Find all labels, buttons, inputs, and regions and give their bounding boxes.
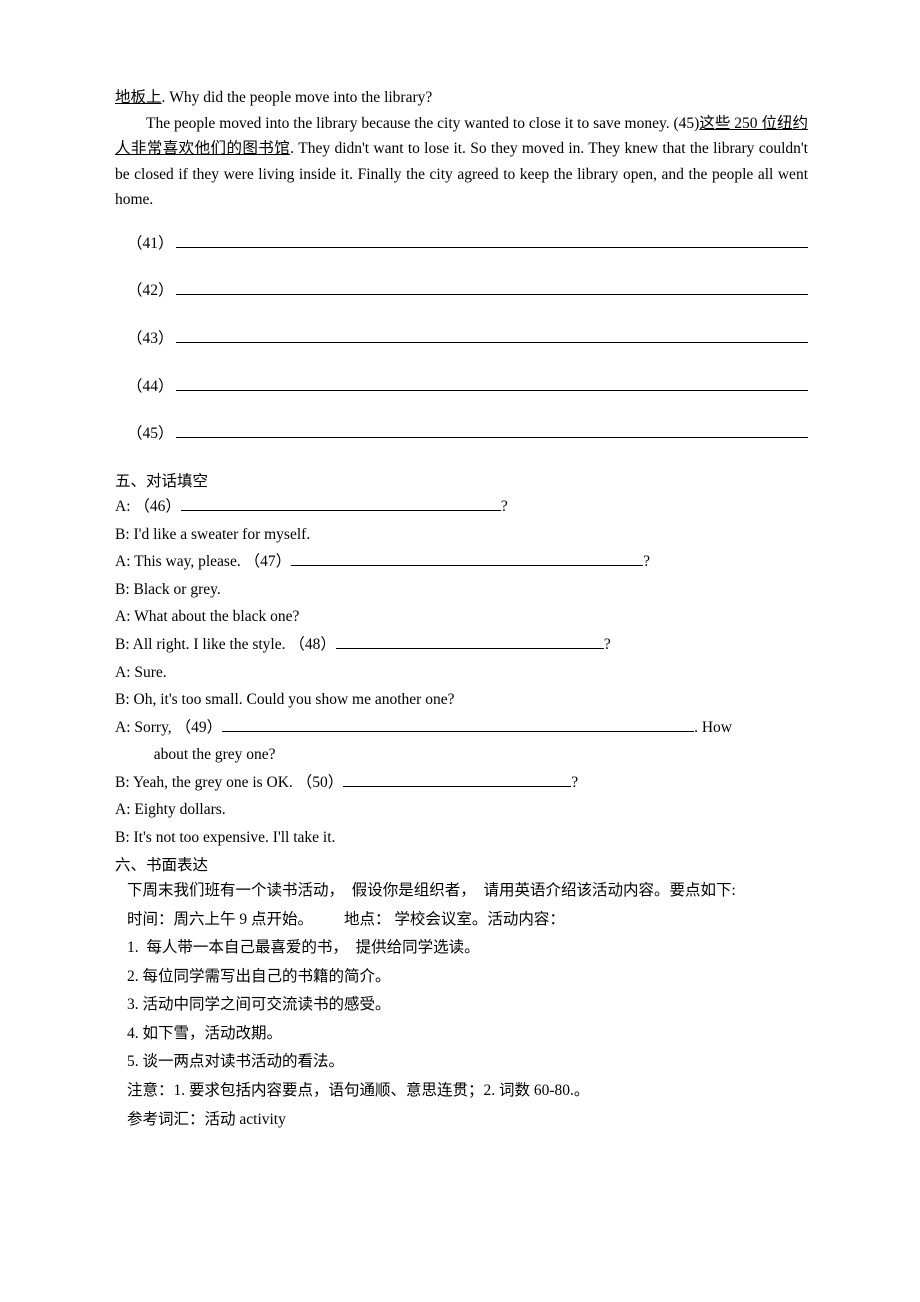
section-6-intro1: 下周末我们班有一个读书活动， 假设你是组织者， 请用英语介绍该活动内容。要点如下… [127,878,808,904]
dialog-line-48: B: All right. I like the style. （48）? [115,632,808,658]
section-6: 六、书面表达 下周末我们班有一个读书活动， 假设你是组织者， 请用英语介绍该活动… [115,853,808,1133]
text-underline-44: 地板上 [115,89,162,106]
fill-blank-47[interactable] [291,550,643,567]
fill-blank-46[interactable] [181,495,501,512]
section-6-item4: 4. 如下雪，活动改期。 [127,1021,808,1047]
blank-label-50: （50） [297,774,344,791]
text-qmark: ? [643,553,650,570]
answer-blank[interactable] [176,326,808,343]
answer-row-41: （41） [127,231,808,257]
text-plain: A: This way, please. [115,553,245,570]
blank-label-46: （46） [134,498,181,515]
answer-label: （42） [127,278,174,304]
section-6-intro2: 时间：周六上午 9 点开始。 地点： 学校会议室。活动内容： [127,907,808,933]
fill-blank-48[interactable] [336,633,604,650]
answer-label: （45） [127,421,174,447]
section-6-item1: 1. 每人带一本自己最喜爱的书， 提供给同学选读。 [127,935,808,961]
dialog-line-47: A: This way, please. （47）? [115,549,808,575]
text-plain: B: All right. I like the style. [115,636,289,653]
section-5-title: 五、对话填空 [115,469,808,495]
section-6-note: 注意：1. 要求包括内容要点，语句通顺、意思连贯；2. 词数 60-80.。 [127,1078,808,1104]
text-plain: The people moved into the library becaus… [146,115,699,132]
fill-blank-50[interactable] [343,770,571,787]
dialog-line: A: What about the black one? [115,604,808,630]
answer-blank[interactable] [176,279,808,296]
dialog-line: B: I'd like a sweater for myself. [115,522,808,548]
answer-blank[interactable] [176,422,808,439]
section-6-item5: 5. 谈一两点对读书活动的看法。 [127,1049,808,1075]
blank-label-47: （47） [245,553,292,570]
answer-label: （44） [127,374,174,400]
text-plain: A: [115,498,134,515]
dialog-line: B: Black or grey. [115,577,808,603]
text-plain: B: Yeah, the grey one is OK. [115,774,297,791]
dialog-line: A: Sure. [115,660,808,686]
dialog-line: B: It's not too expensive. I'll take it. [115,825,808,851]
answer-row-43: （43） [127,326,808,352]
dialog-line: A: Eighty dollars. [115,797,808,823]
text-plain: A: Sorry, [115,719,176,736]
dialog-line-46: A: （46）? [115,494,808,520]
fill-blank-49[interactable] [222,715,694,732]
intro-para2: The people moved into the library becaus… [115,111,808,213]
dialog-line: B: Oh, it's too small. Could you show me… [115,687,808,713]
blank-label-49: （49） [176,719,223,736]
intro-line1: 地板上. Why did the people move into the li… [115,85,808,111]
section-6-title: 六、书面表达 [115,853,808,879]
dialog-line-49b: about the grey one? [115,742,808,768]
text-plain: . Why did the people move into the libra… [162,89,433,106]
answer-row-45: （45） [127,421,808,447]
answer-label: （43） [127,326,174,352]
answer-row-44: （44） [127,374,808,400]
answer-blank[interactable] [176,231,808,248]
section-6-item2: 2. 每位同学需写出自己的书籍的简介。 [127,964,808,990]
answer-blank[interactable] [176,374,808,391]
answer-row-42: （42） [127,278,808,304]
section-6-vocab: 参考词汇：活动 activity [127,1107,808,1133]
text-qmark: ? [501,498,508,515]
dialog-line-50: B: Yeah, the grey one is OK. （50）? [115,770,808,796]
blank-label-48: （48） [289,636,336,653]
section-6-item3: 3. 活动中同学之间可交流读书的感受。 [127,992,808,1018]
answer-label: （41） [127,231,174,257]
section-5: 五、对话填空 A: （46）? B: I'd like a sweater fo… [115,469,808,851]
text-qmark: ? [604,636,611,653]
text-plain: . How [694,719,732,736]
dialog-line-49: A: Sorry, （49） . How [115,715,808,741]
text-qmark: ? [571,774,578,791]
